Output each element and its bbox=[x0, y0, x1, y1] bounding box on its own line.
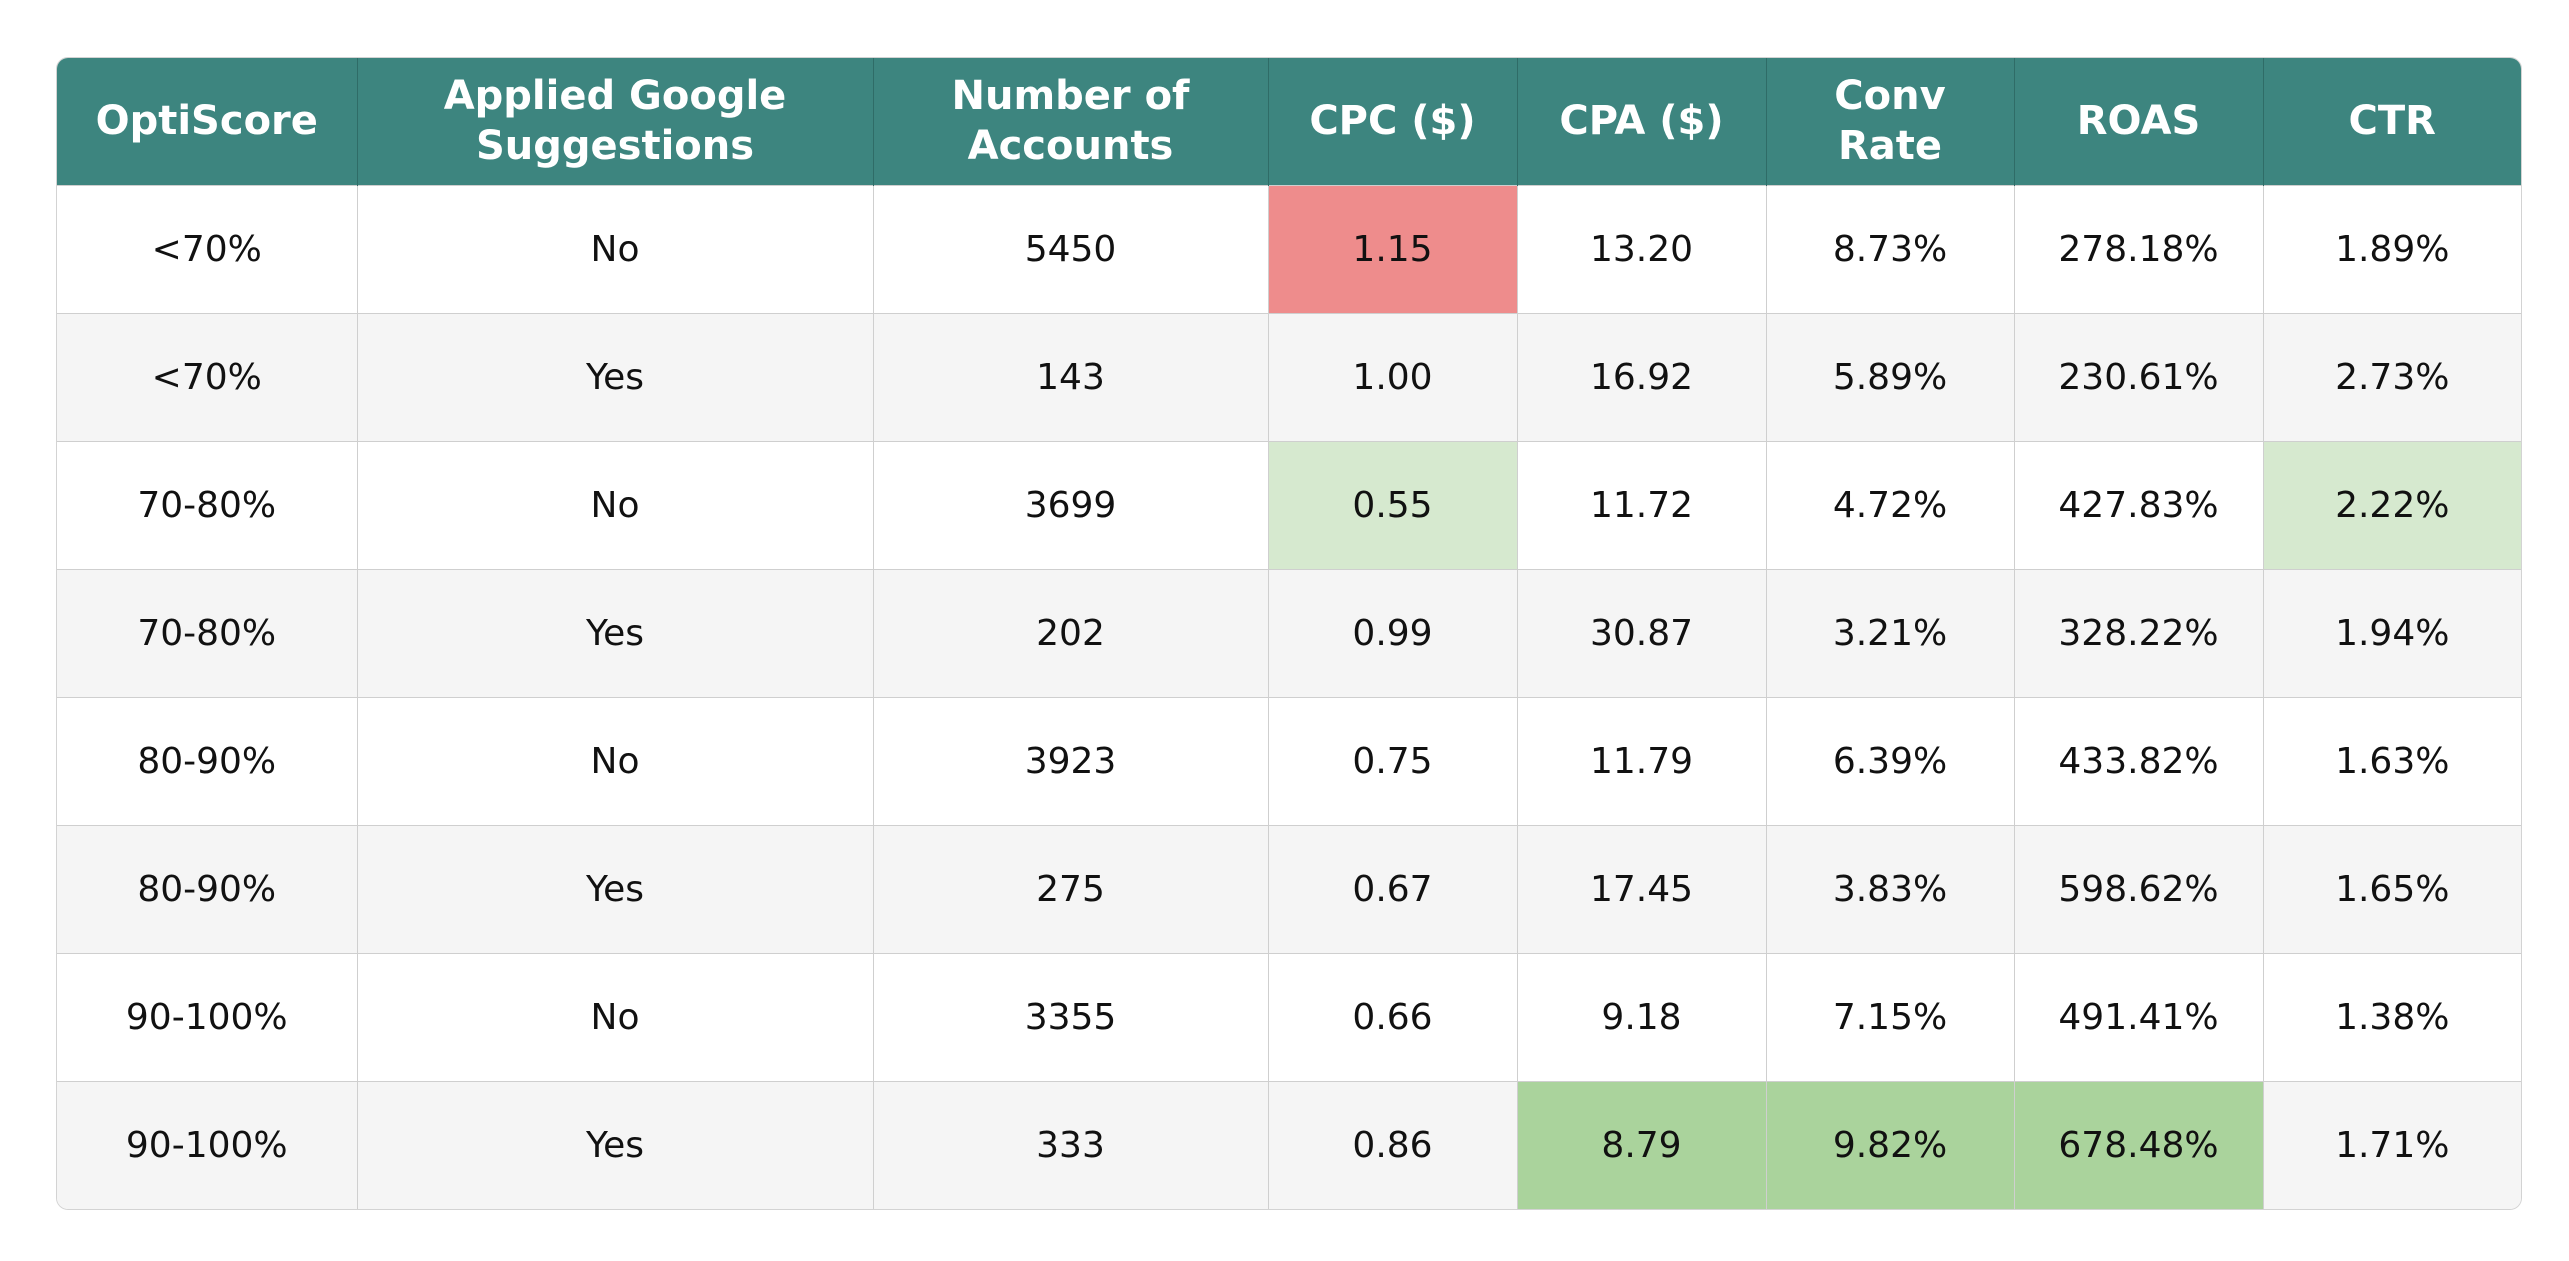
cell-ctr: 1.89% bbox=[2262, 184, 2521, 313]
cell-cpc: 1.00 bbox=[1267, 312, 1517, 441]
cell-number-of-accounts: 333 bbox=[872, 1080, 1268, 1209]
table-row: <70% Yes 143 1.00 16.92 5.89% 230.61% 2.73% bbox=[57, 312, 2521, 441]
cell-cpa: 16.92 bbox=[1516, 312, 1766, 441]
cell-number-of-accounts: 5450 bbox=[872, 184, 1268, 313]
cell-ctr: 2.73% bbox=[2262, 312, 2521, 441]
cell-cpa: 9.18 bbox=[1516, 952, 1766, 1081]
cell-number-of-accounts: 143 bbox=[872, 312, 1268, 441]
data-table: OptiScore Applied Google Suggestions Num… bbox=[57, 58, 2521, 1209]
cell-applied-suggestions: No bbox=[356, 696, 873, 825]
cell-cpa: 11.79 bbox=[1516, 696, 1766, 825]
cell-roas: 278.18% bbox=[2013, 184, 2263, 313]
column-header-number-of-accounts: Number of Accounts bbox=[872, 58, 1268, 185]
column-header-roas: ROAS bbox=[2013, 58, 2263, 185]
cell-applied-suggestions: No bbox=[356, 440, 873, 569]
column-header-optiscore: OptiScore bbox=[57, 58, 357, 185]
cell-applied-suggestions: No bbox=[356, 184, 873, 313]
cell-cpc: 0.86 bbox=[1267, 1080, 1517, 1209]
cell-cpc: 1.15 bbox=[1267, 184, 1517, 313]
cell-ctr: 1.65% bbox=[2262, 824, 2521, 953]
cell-optiscore: 80-90% bbox=[57, 696, 357, 825]
cell-cpa: 11.72 bbox=[1516, 440, 1766, 569]
cell-cpc: 0.99 bbox=[1267, 568, 1517, 697]
table-row: 90-100% Yes 333 0.86 8.79 9.82% 678.48% 1.71% bbox=[57, 1080, 2521, 1209]
cell-applied-suggestions: Yes bbox=[356, 824, 873, 953]
cell-cpa: 30.87 bbox=[1516, 568, 1766, 697]
cell-ctr: 1.71% bbox=[2262, 1080, 2521, 1209]
cell-roas: 427.83% bbox=[2013, 440, 2263, 569]
cell-conv-rate: 4.72% bbox=[1765, 440, 2014, 569]
table-row: 70-80% Yes 202 0.99 30.87 3.21% 328.22% 1.94% bbox=[57, 568, 2521, 697]
cell-number-of-accounts: 202 bbox=[872, 568, 1268, 697]
cell-conv-rate: 8.73% bbox=[1765, 184, 2014, 313]
cell-conv-rate: 6.39% bbox=[1765, 696, 2014, 825]
table-row: 70-80% No 3699 0.55 11.72 4.72% 427.83% 2.22% bbox=[57, 440, 2521, 569]
table-row: 80-90% Yes 275 0.67 17.45 3.83% 598.62% 1.65% bbox=[57, 824, 2521, 953]
cell-number-of-accounts: 3923 bbox=[872, 696, 1268, 825]
header-row: OptiScore Applied Google Suggestions Num… bbox=[57, 58, 2521, 185]
table-body: <70% No 5450 1.15 13.20 8.73% 278.18% 1.89% <70%… bbox=[57, 184, 2521, 1209]
table-row: <70% No 5450 1.15 13.20 8.73% 278.18% 1.89% bbox=[57, 184, 2521, 313]
cell-number-of-accounts: 275 bbox=[872, 824, 1268, 953]
cell-optiscore: <70% bbox=[57, 312, 357, 441]
cell-cpc: 0.75 bbox=[1267, 696, 1517, 825]
column-header-applied-google-suggestions: Applied Google Suggestions bbox=[356, 58, 873, 185]
cell-cpa: 13.20 bbox=[1516, 184, 1766, 313]
cell-conv-rate: 9.82% bbox=[1765, 1080, 2014, 1209]
table-row: 90-100% No 3355 0.66 9.18 7.15% 491.41% 1.38% bbox=[57, 952, 2521, 1081]
cell-conv-rate: 3.83% bbox=[1765, 824, 2014, 953]
cell-optiscore: 90-100% bbox=[57, 952, 357, 1081]
column-header-cpa: CPA ($) bbox=[1516, 58, 1766, 185]
cell-applied-suggestions: No bbox=[356, 952, 873, 1081]
cell-ctr: 2.22% bbox=[2262, 440, 2521, 569]
cell-ctr: 1.94% bbox=[2262, 568, 2521, 697]
cell-applied-suggestions: Yes bbox=[356, 1080, 873, 1209]
cell-ctr: 1.38% bbox=[2262, 952, 2521, 1081]
column-header-ctr: CTR bbox=[2262, 58, 2521, 185]
cell-applied-suggestions: Yes bbox=[356, 568, 873, 697]
cell-number-of-accounts: 3699 bbox=[872, 440, 1268, 569]
cell-number-of-accounts: 3355 bbox=[872, 952, 1268, 1081]
cell-optiscore: 90-100% bbox=[57, 1080, 357, 1209]
column-header-conv-rate: Conv Rate bbox=[1765, 58, 2014, 185]
cell-roas: 230.61% bbox=[2013, 312, 2263, 441]
cell-roas: 328.22% bbox=[2013, 568, 2263, 697]
cell-applied-suggestions: Yes bbox=[356, 312, 873, 441]
cell-roas: 678.48% bbox=[2013, 1080, 2263, 1209]
cell-cpc: 0.67 bbox=[1267, 824, 1517, 953]
cell-roas: 598.62% bbox=[2013, 824, 2263, 953]
cell-cpa: 8.79 bbox=[1516, 1080, 1766, 1209]
cell-optiscore: 70-80% bbox=[57, 568, 357, 697]
cell-optiscore: 70-80% bbox=[57, 440, 357, 569]
cell-conv-rate: 5.89% bbox=[1765, 312, 2014, 441]
cell-roas: 491.41% bbox=[2013, 952, 2263, 1081]
table-row: 80-90% No 3923 0.75 11.79 6.39% 433.82% 1.63% bbox=[57, 696, 2521, 825]
cell-ctr: 1.63% bbox=[2262, 696, 2521, 825]
cell-cpc: 0.66 bbox=[1267, 952, 1517, 1081]
cell-cpc: 0.55 bbox=[1267, 440, 1517, 569]
cell-conv-rate: 7.15% bbox=[1765, 952, 2014, 1081]
column-header-cpc: CPC ($) bbox=[1267, 58, 1517, 185]
cell-roas: 433.82% bbox=[2013, 696, 2263, 825]
cell-cpa: 17.45 bbox=[1516, 824, 1766, 953]
cell-conv-rate: 3.21% bbox=[1765, 568, 2014, 697]
cell-optiscore: <70% bbox=[57, 184, 357, 313]
data-table-container: OptiScore Applied Google Suggestions Num… bbox=[56, 57, 2522, 1210]
cell-optiscore: 80-90% bbox=[57, 824, 357, 953]
